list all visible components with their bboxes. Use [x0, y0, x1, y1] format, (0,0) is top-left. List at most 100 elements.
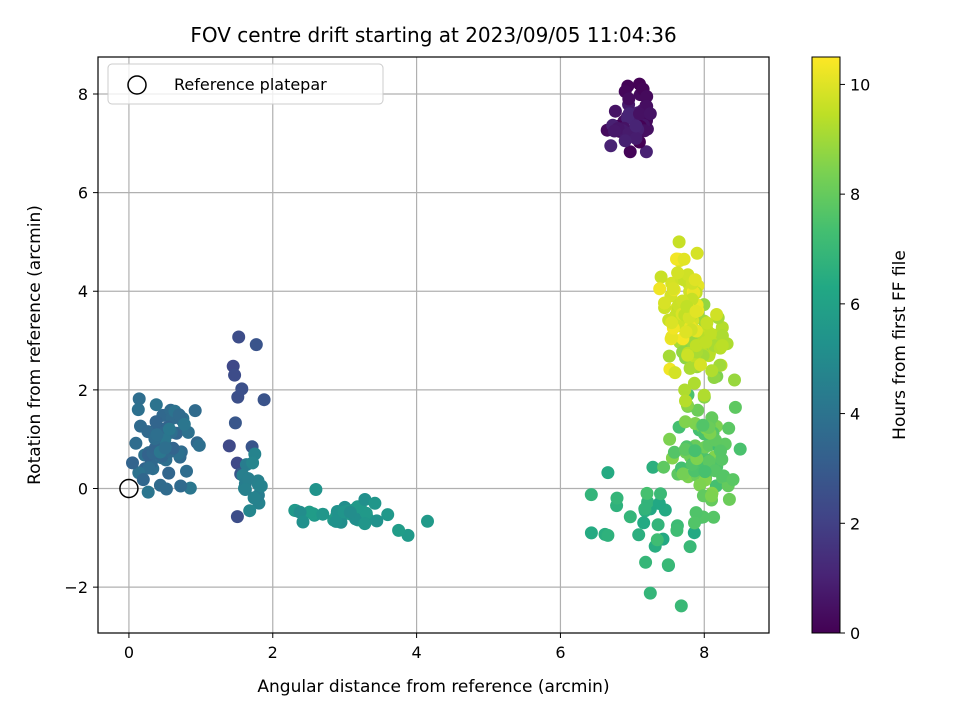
colorbar-gradient: [811, 56, 841, 634]
data-point: [639, 555, 653, 569]
data-point: [302, 505, 316, 519]
data-point: [149, 415, 163, 429]
data-point: [309, 483, 323, 496]
colorbar-tick-label: 0: [850, 624, 860, 643]
y-tick-label: 4: [78, 282, 88, 301]
data-point: [661, 558, 675, 572]
data-point: [715, 339, 729, 352]
data-point: [689, 506, 703, 520]
data-point: [681, 348, 695, 362]
data-point: [700, 316, 714, 330]
data-point: [604, 139, 618, 153]
data-point: [677, 252, 691, 266]
data-point: [643, 586, 657, 600]
data-point: [640, 486, 654, 500]
data-point: [192, 438, 206, 452]
data-point: [657, 460, 671, 474]
y-axis-label: Rotation from reference (arcmin): [25, 205, 45, 485]
data-point: [690, 246, 704, 260]
data-point: [678, 383, 692, 397]
data-point: [662, 349, 676, 363]
data-points: [126, 77, 747, 613]
data-point: [129, 436, 143, 450]
data-point: [188, 404, 202, 418]
data-point: [421, 514, 434, 528]
data-point: [651, 518, 665, 532]
data-point: [162, 466, 176, 480]
data-point: [235, 382, 249, 396]
plot-frame: [97, 56, 770, 634]
x-axis-label: Angular distance from reference (arcmin): [257, 677, 609, 697]
data-point: [688, 273, 702, 287]
data-point: [158, 441, 172, 455]
data-point: [643, 107, 657, 121]
data-point: [601, 466, 615, 480]
data-point: [180, 464, 193, 478]
data-point: [230, 510, 244, 524]
legend: Reference platepar: [107, 63, 384, 105]
data-point: [622, 92, 636, 106]
data-point: [658, 296, 671, 310]
data-point: [228, 368, 242, 382]
data-point: [728, 400, 742, 414]
data-point: [149, 398, 163, 412]
data-point: [689, 304, 703, 318]
y-tick-label: 6: [78, 184, 88, 203]
data-point: [693, 478, 707, 492]
data-point: [671, 266, 685, 280]
data-point: [640, 90, 654, 103]
data-point: [654, 270, 668, 284]
y-tick-label: −2: [64, 578, 88, 597]
data-point: [638, 502, 652, 516]
legend-label: Reference platepar: [174, 75, 327, 94]
data-point: [246, 456, 260, 470]
data-point: [150, 428, 164, 442]
data-point: [222, 439, 236, 453]
data-point: [629, 131, 643, 145]
data-point: [142, 461, 156, 475]
data-point: [710, 308, 724, 321]
data-point: [343, 505, 357, 519]
data-point: [621, 111, 635, 125]
colorbar: 0 2 4 6 8 10 Hours from first FF file: [811, 56, 910, 643]
data-point: [667, 445, 681, 459]
chart-title: FOV centre drift starting at 2023/09/05 …: [190, 23, 676, 47]
y-tick-label: 2: [78, 381, 88, 400]
data-point: [687, 526, 701, 540]
data-point: [705, 489, 718, 503]
data-point: [699, 335, 713, 349]
data-point: [676, 467, 690, 481]
x-tick-label: 8: [699, 643, 709, 662]
data-point: [668, 366, 682, 380]
data-point: [670, 523, 684, 537]
data-point: [132, 392, 146, 406]
data-point: [663, 432, 677, 446]
data-point: [722, 492, 736, 506]
data-point: [707, 510, 721, 524]
colorbar-ticks: 0 2 4 6 8 10: [840, 75, 870, 643]
y-tick-label: 8: [78, 85, 88, 104]
data-point: [679, 394, 692, 408]
data-point: [679, 325, 693, 339]
data-point: [665, 316, 679, 330]
data-point: [228, 416, 242, 430]
data-point: [177, 417, 191, 431]
data-point: [733, 442, 747, 456]
data-point: [608, 104, 622, 118]
data-point: [243, 504, 257, 518]
data-point: [159, 482, 173, 496]
data-point: [629, 119, 643, 133]
data-point: [584, 526, 598, 540]
data-point: [705, 364, 719, 378]
data-point: [293, 505, 307, 519]
data-point: [637, 516, 651, 530]
data-point: [714, 444, 727, 458]
colorbar-tick-label: 2: [850, 514, 860, 533]
x-axis-ticks: 0 2 4 6 8: [124, 633, 709, 662]
data-point: [618, 134, 632, 148]
data-point: [254, 479, 268, 493]
x-tick-label: 0: [124, 643, 134, 662]
data-point: [381, 508, 395, 522]
data-point: [688, 444, 702, 458]
